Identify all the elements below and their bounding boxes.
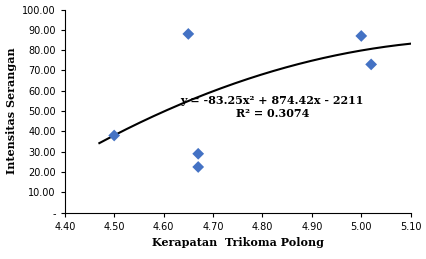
Text: y = -83.25x² + 874.42x - 2211
R² = 0.3074: y = -83.25x² + 874.42x - 2211 R² = 0.307…	[180, 95, 363, 119]
Point	[357, 34, 364, 38]
Point	[194, 165, 201, 169]
Y-axis label: Intensitas Serangan: Intensitas Serangan	[6, 48, 17, 174]
Point	[110, 133, 117, 138]
Point	[194, 152, 201, 156]
Point	[184, 32, 191, 36]
X-axis label: Kerapatan  Trikoma Polong: Kerapatan Trikoma Polong	[151, 237, 323, 248]
Point	[367, 62, 374, 67]
